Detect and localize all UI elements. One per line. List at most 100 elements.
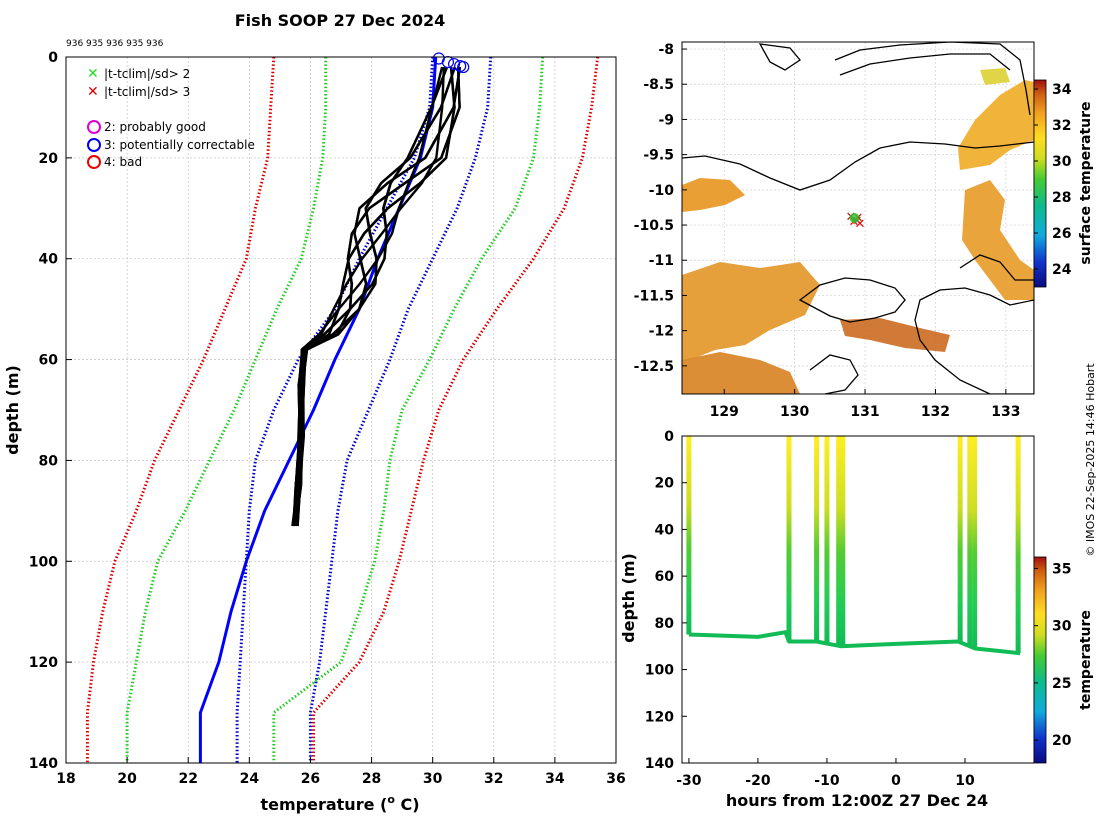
map-colorbar-tick-label: 28 (1052, 190, 1071, 206)
profile-x-tick-label: 34 (545, 771, 565, 787)
profile-x-label-text: temperature ( (260, 795, 387, 814)
legend-circle-blue (87, 138, 101, 152)
map-y-tick-label: -8 (658, 42, 674, 58)
profile-series-line (272, 57, 545, 763)
map-y-tick-label: -8.5 (643, 77, 674, 93)
map-y-tick-label: -9.5 (643, 148, 674, 164)
map-colorbar (1033, 79, 1047, 288)
legend-label-sd2: |t-tclim|/sd> 2 (104, 67, 190, 81)
sst-patch-southwest (682, 262, 820, 362)
coastline-north (682, 141, 1034, 191)
profile-x-tick-label: 20 (117, 771, 137, 787)
legend-item-flag3: 3: potentially correctable (87, 138, 255, 152)
time-colorbar-label: temperature (1078, 610, 1094, 710)
profile-location-marker: ✕✕✕✕✕ (845, 210, 865, 232)
time-y-tick-label: 40 (655, 522, 675, 538)
profile-series-line (312, 57, 600, 763)
time-y-tick-label: 100 (645, 663, 674, 679)
map-colorbar-tick-label: 32 (1052, 118, 1071, 134)
map-panel: ✕✕✕✕✕ 129 130 131 132 133 -8 -8.5 -9 -9.5 -10 -10… (634, 41, 1094, 420)
profile-x-label: temperature (o C) (260, 793, 419, 814)
time-x-tick-label: -10 (814, 773, 840, 789)
profile-plot-area (66, 57, 616, 763)
profile-location-dot (849, 213, 860, 223)
legend-label-flag4: 4: bad (104, 155, 142, 169)
profile-x-tick-label: 28 (362, 771, 381, 787)
time-y-tick-label: 0 (664, 429, 674, 445)
qc-flag-marker (457, 60, 470, 74)
time-plot-area (682, 436, 1034, 763)
legend-marker-x-green: ✕ (87, 66, 99, 82)
legend-item-sd2: ✕ |t-tclim|/sd> 2 (87, 66, 190, 82)
time-x-tick-label: -30 (676, 773, 702, 789)
legend-circle-magenta (87, 120, 101, 134)
time-y-tick-label: 20 (655, 476, 675, 492)
profile-id-row: 936 935 936 935 936 (66, 39, 164, 49)
map-y-tick-label: -12 (649, 324, 674, 340)
sst-patch-east (962, 180, 1034, 300)
profile-x-tick-label: 26 (301, 771, 320, 787)
time-colorbar-tick-label: 20 (1052, 733, 1072, 749)
cast-column (786, 436, 792, 642)
profile-y-label: depth (m) (3, 365, 22, 455)
profile-y-tick-label: 100 (29, 554, 58, 570)
time-colorbar-ticks: 20 25 30 35 (1034, 561, 1072, 749)
cast-column (1015, 436, 1021, 654)
profile-panel: 18 20 22 24 26 28 30 32 34 36 020406080100120140 … (3, 50, 626, 814)
map-colorbar-tick-label: 30 (1052, 154, 1072, 170)
legend-label-flag3: 3: potentially correctable (104, 138, 255, 152)
map-y-tick-label: -12.5 (634, 359, 674, 375)
map-x-tick-label: 129 (710, 404, 739, 420)
map-x-tick-label: 131 (850, 404, 879, 420)
coastline-northeast (834, 42, 1031, 116)
profile-y-ticks: 0 20 40 60 80 100 120 140 (29, 50, 72, 772)
legend-item-sd3: ✕ |t-tclim|/sd> 3 (87, 84, 190, 100)
map-y-tick-label: -11.5 (634, 288, 674, 304)
profile-series-line (235, 57, 435, 763)
cast-column (824, 436, 830, 644)
profile-cast-line (294, 66, 448, 527)
time-y-ticks: 0 20 40 60 80 100 120 140 (645, 429, 687, 772)
cast-column (967, 436, 973, 647)
time-x-tick-label: 10 (955, 773, 975, 789)
cast-column (814, 436, 820, 642)
time-colorbar-tick-label: 30 (1052, 619, 1072, 635)
time-colorbar (1033, 556, 1047, 764)
map-x-ticks: 129 130 131 132 133 (710, 389, 1020, 420)
map-x-tick-label: 130 (780, 404, 809, 420)
time-x-tick-label: 0 (891, 773, 901, 789)
profile-x-tick-label: 36 (606, 771, 625, 787)
cast-column (972, 436, 978, 649)
coastline-mainland-south (798, 277, 906, 323)
time-x-tick-label: -20 (745, 773, 771, 789)
profile-y-tick-label: 140 (29, 756, 58, 772)
map-y-tick-label: -9 (658, 112, 674, 128)
time-y-tick-label: 140 (645, 756, 674, 772)
profile-y-tick-label: 0 (48, 50, 58, 66)
coastline-south-arm (809, 354, 859, 394)
profile-x-label-degree: o (387, 793, 395, 806)
profile-x-tick-label: 18 (56, 771, 75, 787)
coastline-east-bay (959, 254, 1034, 281)
time-colorbar-tick-label: 35 (1052, 561, 1071, 577)
map-y-tick-label: -10 (649, 183, 675, 199)
map-y-tick-label: -11 (649, 253, 674, 269)
sst-patch-west (682, 178, 745, 212)
profile-legend: ✕ |t-tclim|/sd> 2 ✕ |t-tclim|/sd> 3 2: p… (87, 66, 255, 169)
profile-x-tick-label: 24 (240, 771, 260, 787)
map-x-tick-label: 133 (991, 404, 1020, 420)
profile-cast-line (296, 66, 456, 527)
map-x-tick-label: 132 (921, 404, 950, 420)
profile-x-tick-label: 30 (423, 771, 443, 787)
profile-y-tick-label: 80 (39, 453, 59, 469)
time-depth-series (686, 436, 1021, 656)
profile-x-tick-label: 22 (178, 771, 197, 787)
cast-column (840, 436, 846, 647)
qc-flag-marker (447, 57, 461, 71)
profile-x-label-end: C) (395, 795, 420, 814)
sst-patch-small (980, 68, 1010, 85)
time-x-ticks: -30 -20 -10 0 10 (676, 758, 975, 789)
legend-item-flag4: 4: bad (87, 155, 142, 169)
profile-observed-casts (291, 66, 462, 527)
